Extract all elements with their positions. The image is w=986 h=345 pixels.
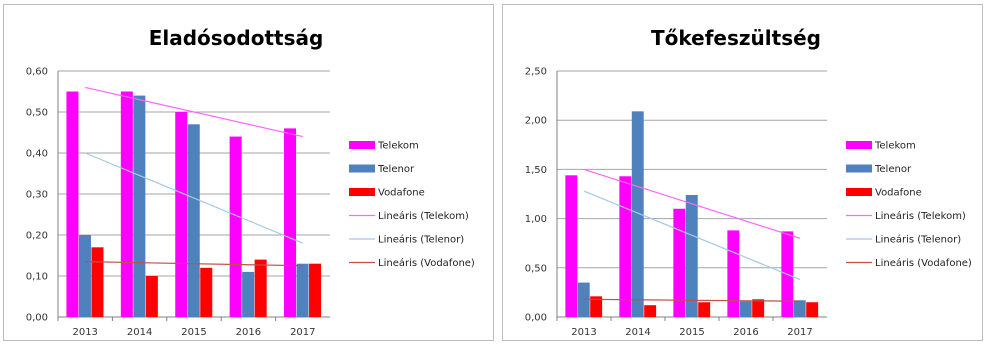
y-tick-label: 0,10 bbox=[26, 272, 48, 283]
bar-vodafone bbox=[200, 267, 213, 317]
x-tick-label: 2014 bbox=[127, 327, 152, 338]
trendline bbox=[84, 152, 304, 244]
bar-vodafone bbox=[752, 299, 765, 317]
bar-telekom bbox=[175, 112, 188, 317]
chart-tokefeszultseg: Tőkefeszültség 0,00 0,50 1,00 1,50 2,00 2,50 20… bbox=[502, 4, 983, 341]
legend-label: Vodafone bbox=[875, 188, 922, 199]
x-tick-label: 2013 bbox=[571, 327, 596, 338]
chart-title: Tőkefeszültség bbox=[651, 26, 821, 50]
bar-vodafone bbox=[254, 259, 267, 317]
bar-telekom bbox=[229, 136, 242, 317]
legend-label: Vodafone bbox=[378, 188, 425, 199]
bar-vodafone bbox=[644, 305, 657, 317]
y-tick-label: 2,50 bbox=[525, 67, 547, 78]
bar-vodafone bbox=[698, 302, 711, 317]
bar-vodafone bbox=[590, 296, 603, 317]
bar-telekom bbox=[66, 91, 79, 317]
bar-telekom bbox=[284, 128, 297, 317]
trendline bbox=[85, 261, 303, 267]
legend-swatch bbox=[846, 188, 872, 196]
bar-telenor bbox=[78, 235, 91, 317]
bar-telenor bbox=[242, 271, 255, 317]
bar-telenor bbox=[296, 263, 309, 317]
y-tick-label: 0,30 bbox=[26, 190, 48, 201]
bar-telekom bbox=[619, 176, 632, 317]
legend-label: Telenor bbox=[874, 164, 912, 175]
legend-swatch bbox=[846, 141, 872, 149]
x-tick-label: 2016 bbox=[733, 327, 758, 338]
legend-label: Telenor bbox=[377, 164, 415, 175]
y-tick-label: 0,50 bbox=[525, 263, 547, 274]
trendline bbox=[583, 190, 801, 281]
y-tick-label: 1,00 bbox=[525, 214, 547, 225]
bar-vodafone bbox=[91, 247, 104, 317]
bar-telekom bbox=[565, 175, 578, 317]
bar-telenor bbox=[631, 111, 644, 318]
bar-telenor bbox=[739, 301, 752, 317]
y-tick-label: 2,00 bbox=[525, 116, 547, 127]
bar-telenor bbox=[793, 300, 806, 317]
legend-label: Lineáris (Vodafone) bbox=[875, 257, 972, 269]
chart-svg: Eladósodottság 0,00 0,10 0,20 0,30 0,40 0,50 0,… bbox=[26, 26, 475, 338]
bar-telenor bbox=[133, 95, 146, 317]
bar-telekom bbox=[673, 208, 686, 317]
x-tick-label: 2016 bbox=[236, 327, 261, 338]
bar-vodafone bbox=[309, 263, 322, 317]
chart-title: Eladósodottság bbox=[149, 26, 324, 50]
legend-label: Lineáris (Telekom) bbox=[378, 210, 469, 222]
bar-telenor bbox=[685, 194, 698, 317]
x-tick-label: 2013 bbox=[72, 327, 97, 338]
legend-label: Lineáris (Vodafone) bbox=[378, 257, 475, 269]
legend-swatch bbox=[349, 188, 375, 196]
y-tick-label: 1,50 bbox=[525, 165, 547, 176]
y-tick-label: 0,00 bbox=[525, 313, 547, 324]
trendline bbox=[583, 168, 801, 239]
x-tick-label: 2015 bbox=[181, 327, 206, 338]
x-tick-label: 2017 bbox=[787, 327, 812, 338]
bar-vodafone bbox=[806, 302, 819, 317]
x-tick-label: 2014 bbox=[625, 327, 650, 338]
bar-telekom bbox=[120, 91, 133, 317]
y-tick-label: 0,40 bbox=[26, 149, 48, 160]
y-tick-label: 0,20 bbox=[26, 231, 48, 242]
legend-swatch bbox=[349, 164, 375, 173]
trendline bbox=[583, 298, 801, 302]
legend-swatch bbox=[846, 164, 872, 173]
bar-telenor bbox=[577, 282, 590, 317]
x-tick-label: 2017 bbox=[290, 327, 315, 338]
legend-label: Lineáris (Telenor) bbox=[875, 234, 961, 246]
chart-svg: Tőkefeszültség 0,00 0,50 1,00 1,50 2,00 2,50 20… bbox=[525, 26, 972, 338]
y-tick-label: 0,60 bbox=[26, 67, 48, 78]
y-tick-label: 0,50 bbox=[26, 108, 48, 119]
legend-label: Telekom bbox=[874, 141, 916, 152]
trendline bbox=[85, 86, 303, 138]
x-tick-label: 2015 bbox=[679, 327, 704, 338]
legend-label: Telekom bbox=[377, 141, 419, 152]
bar-telekom bbox=[727, 230, 740, 317]
bar-vodafone bbox=[145, 276, 158, 317]
legend-label: Lineáris (Telenor) bbox=[378, 234, 464, 246]
legend-swatch bbox=[349, 141, 375, 149]
bar-telenor bbox=[187, 124, 200, 317]
y-tick-label: 0,00 bbox=[26, 313, 48, 324]
chart-eladosodottsag: Eladósodottság 0,00 0,10 0,20 0,30 0,40 0,50 0,… bbox=[3, 4, 494, 341]
legend-label: Lineáris (Telekom) bbox=[875, 210, 966, 222]
